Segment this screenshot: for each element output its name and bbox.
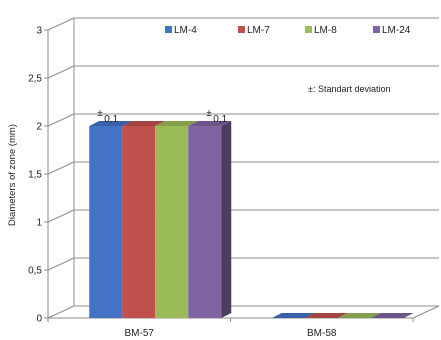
x-tick-label: BM-57 [125, 328, 155, 339]
y-tick-label: 0,5 [28, 266, 42, 277]
y-axis-title: Diameters of zone (mm) [7, 124, 18, 226]
y-tick-label: 1,5 [28, 170, 42, 181]
gridline [47, 113, 439, 127]
legend-label: LM-7 [247, 25, 270, 36]
legend-item-LM-4: LM-4 [165, 25, 197, 36]
legend-label: LM-24 [382, 25, 411, 36]
legend-label: LM-4 [174, 25, 197, 36]
legend-item-LM-8: LM-8 [305, 25, 337, 36]
floor-right-edge [412, 305, 440, 319]
gridline [47, 161, 439, 175]
legend-item-LM-24: LM-24 [373, 25, 411, 36]
x-tick-label: BM-58 [307, 328, 337, 339]
bar-BM-57-LM-4 [89, 121, 133, 318]
bar-BM-57-LM-24 [188, 121, 232, 318]
bar-BM-58-LM-7 [304, 313, 348, 318]
svg-text:0,1: 0,1 [213, 114, 227, 125]
gridline [47, 257, 439, 271]
legend-label: LM-8 [314, 25, 337, 36]
error-labels: ±0,1±0,1 [97, 108, 227, 125]
svg-text:±: ± [206, 108, 212, 119]
legend-swatch [305, 26, 312, 33]
gridline [47, 17, 439, 31]
error-label: ±0,1 [206, 108, 227, 125]
bar-BM-58-LM-4 [271, 313, 315, 318]
standard-deviation-note: ±: Standart deviation [308, 84, 391, 94]
y-tick-label: 1 [36, 218, 42, 229]
x-axis-labels: BM-57 BM-58 [47, 318, 414, 339]
legend-item-LM-7: LM-7 [238, 25, 270, 36]
y-tick-label: 0 [36, 314, 42, 325]
error-label: ±0,1 [97, 108, 118, 125]
bar-BM-58-LM-24 [370, 313, 414, 318]
legend-swatch [373, 26, 380, 33]
legend-swatch [238, 26, 245, 33]
bar-BM-58-LM-8 [337, 313, 381, 318]
svg-text:0,1: 0,1 [104, 114, 118, 125]
y-tick-label: 2 [36, 122, 42, 133]
legend: LM-4 LM-7 LM-8 LM-24 [165, 25, 411, 36]
legend-swatch [165, 26, 172, 33]
svg-text:±: ± [97, 108, 103, 119]
y-axis-ticks: 0 0,5 1 1,5 2 2,5 3 [28, 26, 48, 325]
gridline [47, 209, 439, 223]
gridline [47, 65, 439, 79]
bar-BM-57-LM-7 [122, 121, 166, 318]
gridline [47, 305, 439, 319]
y-tick-label: 2,5 [28, 74, 42, 85]
y-tick-label: 3 [36, 26, 42, 37]
bars [89, 121, 414, 318]
bar-BM-57-LM-8 [155, 121, 199, 318]
